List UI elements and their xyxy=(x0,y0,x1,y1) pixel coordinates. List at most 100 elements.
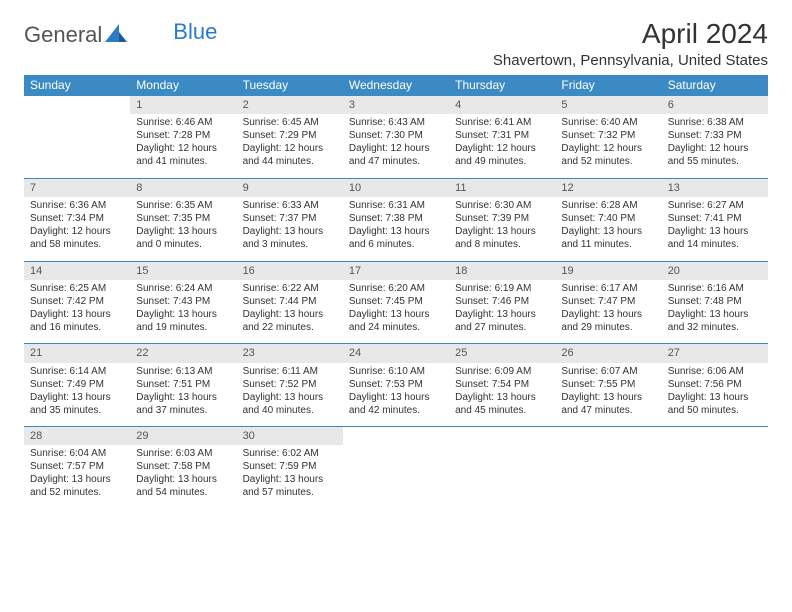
day-number-cell: 7 xyxy=(24,178,130,197)
day-number-row: 14151617181920 xyxy=(24,261,768,280)
sunrise-line: Sunrise: 6:22 AM xyxy=(243,282,337,295)
brand-part2: Blue xyxy=(173,19,217,45)
day-number-cell: 30 xyxy=(237,427,343,446)
daylight-line: Daylight: 13 hours and 52 minutes. xyxy=(30,473,124,499)
daylight-line: Daylight: 13 hours and 22 minutes. xyxy=(243,308,337,334)
sunrise-line: Sunrise: 6:36 AM xyxy=(30,199,124,212)
sunrise-line: Sunrise: 6:19 AM xyxy=(455,282,549,295)
day-content-row: Sunrise: 6:36 AMSunset: 7:34 PMDaylight:… xyxy=(24,197,768,261)
sunrise-line: Sunrise: 6:13 AM xyxy=(136,365,230,378)
day-content-cell: Sunrise: 6:11 AMSunset: 7:52 PMDaylight:… xyxy=(237,363,343,427)
daylight-line: Daylight: 13 hours and 16 minutes. xyxy=(30,308,124,334)
day-content-cell: Sunrise: 6:40 AMSunset: 7:32 PMDaylight:… xyxy=(555,114,661,178)
sunrise-line: Sunrise: 6:43 AM xyxy=(349,116,443,129)
daylight-line: Daylight: 13 hours and 35 minutes. xyxy=(30,391,124,417)
day-number-cell xyxy=(449,427,555,446)
logo-icon xyxy=(105,24,127,47)
day-number-cell: 24 xyxy=(343,344,449,363)
sunset-line: Sunset: 7:28 PM xyxy=(136,129,230,142)
sunset-line: Sunset: 7:52 PM xyxy=(243,378,337,391)
day-number-row: 282930 xyxy=(24,427,768,446)
sunset-line: Sunset: 7:54 PM xyxy=(455,378,549,391)
day-number-cell: 14 xyxy=(24,261,130,280)
day-number-cell: 2 xyxy=(237,96,343,115)
day-number-row: 21222324252627 xyxy=(24,344,768,363)
day-number-cell: 22 xyxy=(130,344,236,363)
daylight-line: Daylight: 13 hours and 42 minutes. xyxy=(349,391,443,417)
sunrise-line: Sunrise: 6:31 AM xyxy=(349,199,443,212)
day-number-cell xyxy=(24,96,130,115)
day-content-cell: Sunrise: 6:09 AMSunset: 7:54 PMDaylight:… xyxy=(449,363,555,427)
day-content-cell: Sunrise: 6:19 AMSunset: 7:46 PMDaylight:… xyxy=(449,280,555,344)
daylight-line: Daylight: 12 hours and 49 minutes. xyxy=(455,142,549,168)
sunset-line: Sunset: 7:39 PM xyxy=(455,212,549,225)
day-number-cell: 3 xyxy=(343,96,449,115)
weekday-header: Thursday xyxy=(449,75,555,96)
sunset-line: Sunset: 7:29 PM xyxy=(243,129,337,142)
day-content-cell: Sunrise: 6:02 AMSunset: 7:59 PMDaylight:… xyxy=(237,445,343,509)
day-content-cell: Sunrise: 6:28 AMSunset: 7:40 PMDaylight:… xyxy=(555,197,661,261)
sunset-line: Sunset: 7:32 PM xyxy=(561,129,655,142)
day-number-cell: 9 xyxy=(237,178,343,197)
sunset-line: Sunset: 7:49 PM xyxy=(30,378,124,391)
sunrise-line: Sunrise: 6:11 AM xyxy=(243,365,337,378)
day-content-cell xyxy=(662,445,768,509)
sunrise-line: Sunrise: 6:24 AM xyxy=(136,282,230,295)
daylight-line: Daylight: 12 hours and 55 minutes. xyxy=(668,142,762,168)
sunrise-line: Sunrise: 6:06 AM xyxy=(668,365,762,378)
day-number-cell: 28 xyxy=(24,427,130,446)
sunset-line: Sunset: 7:48 PM xyxy=(668,295,762,308)
sunset-line: Sunset: 7:57 PM xyxy=(30,460,124,473)
day-content-cell: Sunrise: 6:33 AMSunset: 7:37 PMDaylight:… xyxy=(237,197,343,261)
day-number-cell xyxy=(343,427,449,446)
weekday-header: Saturday xyxy=(662,75,768,96)
day-content-cell: Sunrise: 6:13 AMSunset: 7:51 PMDaylight:… xyxy=(130,363,236,427)
daylight-line: Daylight: 13 hours and 54 minutes. xyxy=(136,473,230,499)
day-number-cell: 11 xyxy=(449,178,555,197)
day-number-cell: 26 xyxy=(555,344,661,363)
day-number-cell: 17 xyxy=(343,261,449,280)
day-content-row: Sunrise: 6:04 AMSunset: 7:57 PMDaylight:… xyxy=(24,445,768,509)
sunrise-line: Sunrise: 6:07 AM xyxy=(561,365,655,378)
sunrise-line: Sunrise: 6:14 AM xyxy=(30,365,124,378)
daylight-line: Daylight: 13 hours and 8 minutes. xyxy=(455,225,549,251)
sunrise-line: Sunrise: 6:35 AM xyxy=(136,199,230,212)
sunset-line: Sunset: 7:51 PM xyxy=(136,378,230,391)
daylight-line: Daylight: 13 hours and 57 minutes. xyxy=(243,473,337,499)
daylight-line: Daylight: 13 hours and 19 minutes. xyxy=(136,308,230,334)
day-content-cell: Sunrise: 6:38 AMSunset: 7:33 PMDaylight:… xyxy=(662,114,768,178)
sunset-line: Sunset: 7:40 PM xyxy=(561,212,655,225)
sunset-line: Sunset: 7:59 PM xyxy=(243,460,337,473)
day-number-cell: 19 xyxy=(555,261,661,280)
day-content-cell: Sunrise: 6:35 AMSunset: 7:35 PMDaylight:… xyxy=(130,197,236,261)
sunset-line: Sunset: 7:43 PM xyxy=(136,295,230,308)
day-content-cell: Sunrise: 6:31 AMSunset: 7:38 PMDaylight:… xyxy=(343,197,449,261)
sunrise-line: Sunrise: 6:25 AM xyxy=(30,282,124,295)
day-content-cell: Sunrise: 6:17 AMSunset: 7:47 PMDaylight:… xyxy=(555,280,661,344)
sunrise-line: Sunrise: 6:04 AM xyxy=(30,447,124,460)
daylight-line: Daylight: 13 hours and 40 minutes. xyxy=(243,391,337,417)
day-number-cell: 18 xyxy=(449,261,555,280)
weekday-header: Tuesday xyxy=(237,75,343,96)
sunset-line: Sunset: 7:35 PM xyxy=(136,212,230,225)
day-number-cell: 4 xyxy=(449,96,555,115)
day-content-cell xyxy=(555,445,661,509)
sunset-line: Sunset: 7:30 PM xyxy=(349,129,443,142)
day-number-cell: 13 xyxy=(662,178,768,197)
brand-part1: General xyxy=(24,22,102,48)
day-number-cell: 23 xyxy=(237,344,343,363)
day-content-cell: Sunrise: 6:03 AMSunset: 7:58 PMDaylight:… xyxy=(130,445,236,509)
day-number-cell: 25 xyxy=(449,344,555,363)
daylight-line: Daylight: 12 hours and 58 minutes. xyxy=(30,225,124,251)
weekday-header: Monday xyxy=(130,75,236,96)
day-content-cell: Sunrise: 6:25 AMSunset: 7:42 PMDaylight:… xyxy=(24,280,130,344)
daylight-line: Daylight: 13 hours and 29 minutes. xyxy=(561,308,655,334)
sunset-line: Sunset: 7:42 PM xyxy=(30,295,124,308)
day-content-cell xyxy=(449,445,555,509)
sunset-line: Sunset: 7:33 PM xyxy=(668,129,762,142)
day-content-cell: Sunrise: 6:10 AMSunset: 7:53 PMDaylight:… xyxy=(343,363,449,427)
sunrise-line: Sunrise: 6:40 AM xyxy=(561,116,655,129)
day-content-cell: Sunrise: 6:27 AMSunset: 7:41 PMDaylight:… xyxy=(662,197,768,261)
day-number-cell: 16 xyxy=(237,261,343,280)
sunrise-line: Sunrise: 6:30 AM xyxy=(455,199,549,212)
